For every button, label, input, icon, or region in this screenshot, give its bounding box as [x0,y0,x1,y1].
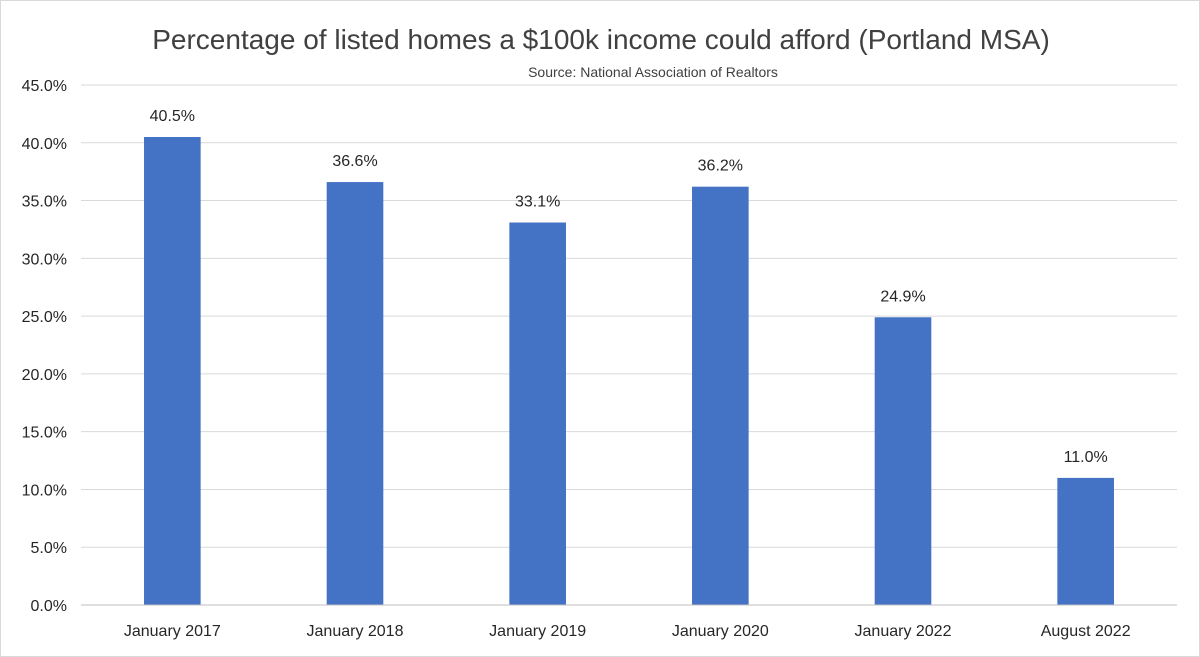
data-label: 24.9% [880,288,925,305]
y-tick-label: 5.0% [31,540,67,557]
bar [509,222,566,605]
x-tick-label: January 2019 [489,623,586,640]
bar [326,182,384,606]
y-tick-label: 15.0% [22,425,67,442]
x-tick-label: August 2022 [1041,623,1131,640]
x-tick-label: January 2017 [124,623,221,640]
data-label: 33.1% [515,194,560,211]
bar [692,186,749,605]
x-tick-label: January 2018 [307,623,404,640]
data-label: 11.0% [1064,449,1108,466]
y-tick-label: 0.0% [31,598,67,615]
y-tick-label: 25.0% [22,309,67,326]
y-tick-label: 45.0% [22,78,67,95]
y-tick-label: 40.0% [22,136,67,153]
data-labels: 40.5% 36.6% 33.1% 36.2% 24.9% 11.0% [150,108,1108,466]
y-tick-label: 30.0% [22,251,67,268]
data-label: 36.2% [698,158,743,175]
x-tick-label: January 2022 [855,623,952,640]
x-axis-ticks: January 2017 January 2018 January 2019 Janu… [124,623,1131,640]
bar [874,317,932,605]
x-tick-label: January 2020 [672,623,769,640]
bar [144,137,201,605]
chart-title: Percentage of listed homes a $100k incom… [152,24,1050,55]
gridlines [81,84,1177,548]
y-axis-ticks: 0.0% 5.0% 10.0% 15.0% 20.0% 25.0% 30.0% 35.0% 40… [22,78,67,615]
bars [144,137,1114,606]
data-label: 40.5% [150,108,195,125]
chart-subtitle: Source: National Association of Realtors [528,64,778,80]
data-label: 36.6% [332,153,377,170]
bar [1057,477,1114,605]
y-tick-label: 10.0% [22,482,67,499]
y-tick-label: 20.0% [22,367,67,384]
y-tick-label: 35.0% [22,194,67,211]
